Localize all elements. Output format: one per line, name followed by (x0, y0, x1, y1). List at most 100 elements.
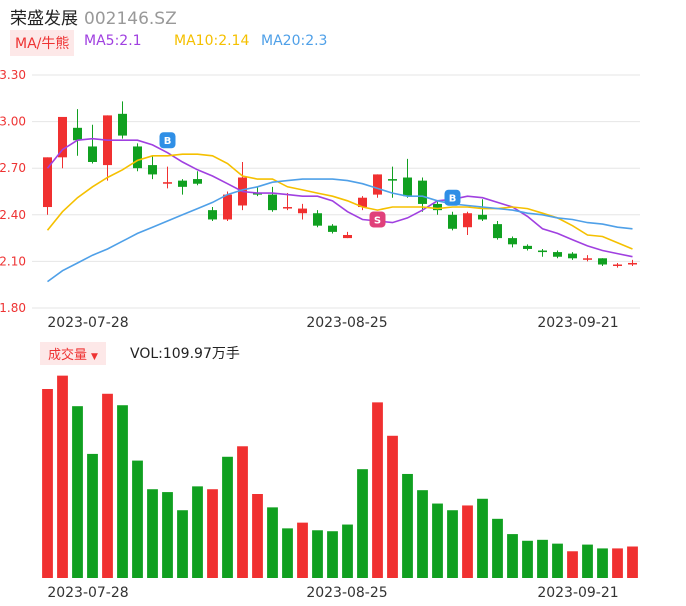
candle-body (298, 208, 307, 214)
candle-body (418, 180, 427, 204)
volume-bar (312, 530, 323, 578)
candle-body (133, 146, 142, 169)
candle-body (73, 127, 82, 141)
candle-body (553, 252, 562, 257)
volume-bar (612, 548, 623, 578)
volume-bar (417, 490, 428, 578)
volume-bar (132, 460, 143, 578)
stock-code: 002146.SZ (84, 9, 177, 29)
volume-x-tick-label: 2023-08-25 (306, 585, 387, 601)
volume-bar (222, 456, 233, 578)
y-tick-label: 1.80 (0, 301, 26, 315)
volume-bar (387, 435, 398, 578)
candle-body (268, 194, 277, 211)
candle-body (463, 213, 472, 228)
volume-bar (147, 489, 158, 578)
ma10-label: MA10:2.14 (174, 33, 250, 49)
y-tick-label: 2.40 (0, 208, 26, 222)
volume-bar (507, 534, 518, 578)
signal-marker-label: B (164, 136, 172, 147)
volume-value-label: VOL:109.97万手 (130, 346, 240, 362)
volume-bar (297, 522, 308, 578)
candle-body (568, 253, 577, 259)
x-tick-label: 2023-08-25 (306, 315, 387, 331)
x-tick-label: 2023-09-21 (537, 315, 618, 331)
indicator-selector[interactable]: MA/牛熊 (10, 30, 75, 56)
volume-bar (477, 498, 488, 578)
candle-body (223, 194, 232, 220)
y-tick-label: 2.70 (0, 161, 26, 175)
volume-bar (537, 539, 548, 578)
candle-body (433, 203, 442, 211)
volume-bar (492, 518, 503, 578)
volume-bar (252, 494, 263, 578)
volume-x-tick-label: 2023-09-21 (537, 585, 618, 601)
candle-body (43, 157, 52, 208)
volume-x-tick-label: 2023-07-28 (47, 585, 128, 601)
candle-body (343, 234, 352, 239)
volume-bar (102, 393, 113, 578)
candle-body (88, 146, 97, 162)
candle-body (538, 250, 547, 253)
candle-body (163, 182, 172, 184)
volume-bar (57, 375, 68, 578)
signal-marker-label: B (449, 194, 457, 205)
volume-bar (597, 548, 608, 578)
y-tick-label: 3.00 (0, 115, 26, 129)
volume-bar (372, 402, 383, 578)
candle-body (613, 264, 622, 267)
volume-type-label: 成交量 (48, 348, 88, 363)
y-tick-label: 3.30 (0, 68, 26, 82)
candle-body (283, 207, 292, 209)
volume-bar (357, 469, 368, 578)
volume-bar (432, 503, 443, 578)
volume-bar (207, 489, 218, 578)
volume-bar (327, 531, 338, 578)
volume-bar (567, 551, 578, 578)
candle-body (403, 177, 412, 197)
chevron-down-icon: ▼ (91, 352, 98, 362)
candle-body (523, 245, 532, 249)
volume-bar (72, 406, 83, 578)
volume-bar (192, 486, 203, 578)
signal-marker (369, 211, 386, 228)
volume-bar (582, 544, 593, 578)
volume-bar (117, 405, 128, 578)
ma20-label: MA20:2.3 (261, 33, 328, 49)
volume-bar (627, 546, 638, 578)
volume-bar (447, 510, 458, 578)
volume-bar (42, 389, 53, 578)
volume-bar (552, 543, 563, 578)
volume-bar (402, 473, 413, 578)
candle-body (208, 210, 217, 220)
candle-body (388, 179, 397, 181)
candle-body (493, 224, 502, 239)
candle-body (373, 174, 382, 195)
volume-bar (87, 453, 98, 578)
signal-marker-label: S (374, 215, 381, 226)
ma5-label: MA5:2.1 (84, 33, 142, 49)
ma-line-ma5 (46, 137, 633, 258)
volume-bar (342, 524, 353, 578)
volume-bar (237, 446, 248, 578)
volume-bar (282, 528, 293, 578)
volume-bar (462, 505, 473, 578)
candle-body (148, 165, 157, 175)
volume-bar (162, 492, 173, 578)
stock-name: 荣盛发展 (10, 9, 78, 29)
candle-body (628, 262, 637, 265)
candle-body (478, 214, 487, 220)
volume-bar (267, 507, 278, 578)
ma-line-ma10 (46, 153, 633, 250)
candle-body (598, 258, 607, 265)
volume-bar (522, 540, 533, 578)
candle-body (358, 197, 367, 208)
signal-marker (159, 132, 176, 149)
ma-line-ma20 (47, 178, 633, 283)
signal-marker (444, 189, 461, 206)
candle-body (193, 179, 202, 184)
candle-body (178, 180, 187, 187)
x-tick-label: 2023-07-28 (47, 315, 128, 331)
volume-indicator-selector[interactable]: 成交量 ▼ (40, 342, 106, 365)
